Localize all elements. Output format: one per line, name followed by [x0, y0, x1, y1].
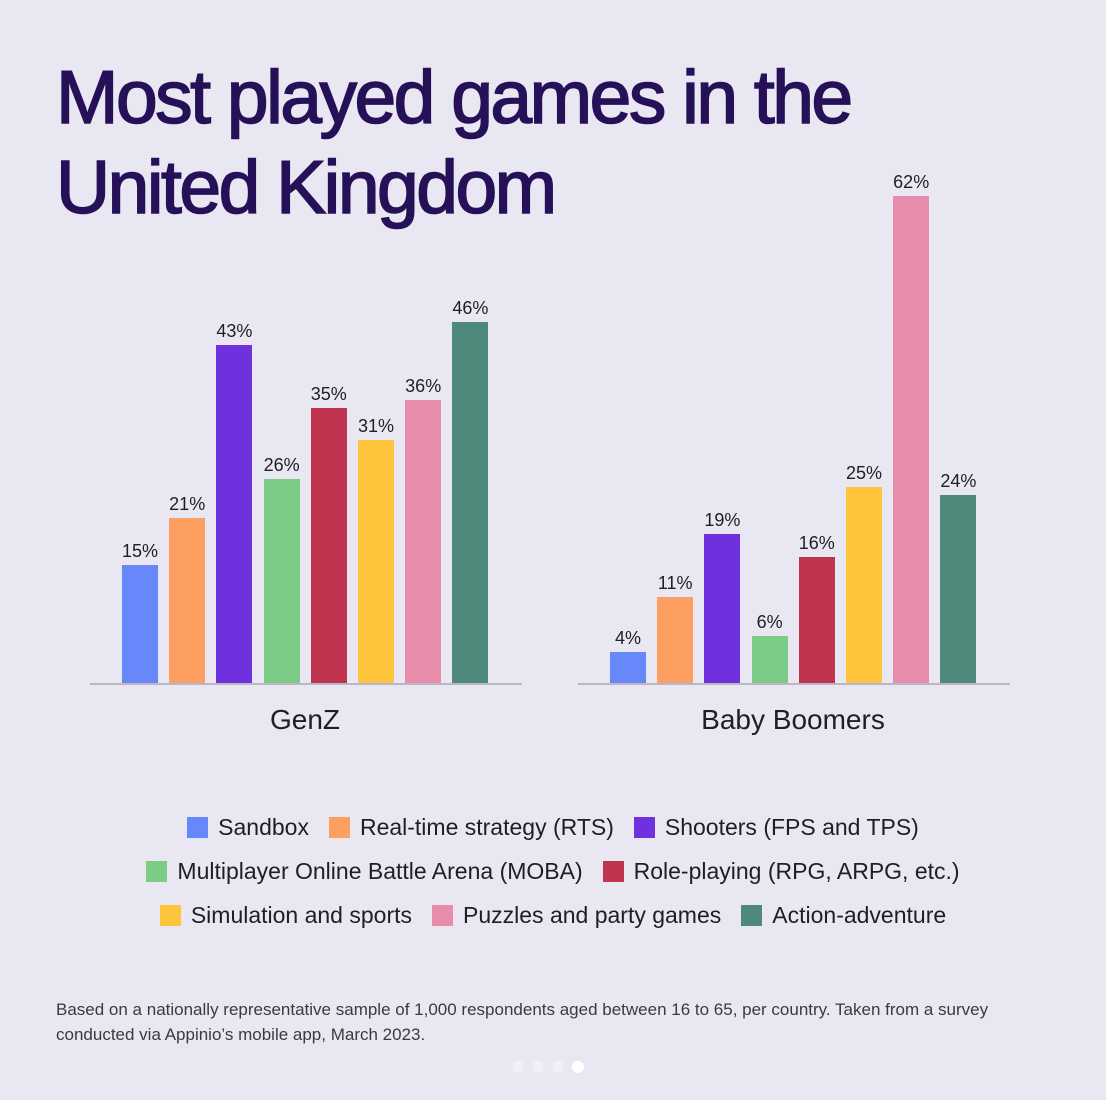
page-dot-2[interactable]: [532, 1061, 544, 1073]
legend-row: Multiplayer Online Battle Arena (MOBA) Ro…: [0, 858, 1106, 885]
legend-swatch-icon: [146, 861, 168, 882]
legend-label: Puzzles and party games: [463, 902, 722, 928]
bar-value-label: 35%: [310, 384, 347, 405]
chart-title: Most played games in the United Kingdom: [55, 52, 854, 232]
page-dot-3[interactable]: [552, 1061, 564, 1073]
bar-value-label: 25%: [845, 462, 883, 483]
category-label: Baby Boomers: [701, 704, 885, 735]
pagination-dots: [512, 1061, 592, 1073]
bar: [798, 557, 835, 683]
legend-swatch-icon: [432, 905, 454, 926]
bar: [122, 565, 158, 683]
bar: [405, 400, 442, 683]
legend-swatch-icon: [633, 817, 655, 838]
bar-value-label: 36%: [405, 376, 442, 397]
bar: [358, 439, 394, 683]
bar: [751, 635, 788, 683]
bar-value-label: 26%: [263, 454, 300, 475]
bar-value-label: 46%: [452, 297, 489, 318]
title-line-2: United Kingdom: [55, 144, 558, 230]
bar-value-label: 6%: [756, 611, 783, 632]
bar-value-label: 31%: [357, 415, 395, 436]
bar: [657, 596, 694, 683]
bar: [452, 321, 489, 683]
legend-item: Real-time strategy (RTS): [328, 814, 614, 841]
legend-swatch-icon: [159, 905, 181, 926]
bar: [846, 486, 882, 683]
bar: [704, 533, 741, 683]
bar-value-label: 62%: [893, 172, 930, 193]
bar: [216, 345, 253, 683]
legend-item: Simulation and sports: [159, 902, 413, 929]
page-dot-1[interactable]: [512, 1061, 524, 1073]
bar: [940, 494, 977, 683]
bar: [169, 518, 206, 683]
legend-item: Multiplayer Online Battle Arena (MOBA): [146, 858, 583, 885]
bar-value-label: 43%: [216, 321, 253, 342]
legend-label: Simulation and sports: [190, 902, 413, 928]
legend-item: Puzzles and party games: [432, 902, 721, 929]
legend-label: Role-playing (RPG, ARPG, etc.): [633, 858, 960, 884]
bar: [310, 408, 347, 683]
bar: [263, 478, 300, 683]
legend-row: Simulation and sports Puzzles and party g…: [0, 902, 1106, 929]
legend-item: Action-adventure: [741, 902, 946, 929]
category-label: GenZ: [269, 704, 341, 735]
legend-swatch-icon: [328, 817, 350, 838]
bar-value-label: 4%: [614, 627, 641, 648]
bar-value-label: 16%: [798, 533, 835, 554]
legend-item: Shooters (FPS and TPS): [633, 814, 919, 841]
legend-swatch-icon: [187, 817, 209, 838]
title-line-1: Most played games in the: [55, 54, 854, 140]
x-axis-line: [578, 683, 1010, 685]
bar-value-label: 11%: [657, 572, 693, 593]
legend-item: Role-playing (RPG, ARPG, etc.): [602, 858, 960, 885]
legend-swatch-icon: [602, 861, 624, 882]
bar-value-label: 21%: [169, 494, 206, 515]
legend-label: Shooters (FPS and TPS): [664, 814, 919, 840]
bar: [893, 196, 930, 683]
legend-row: Sandbox Real-time strategy (RTS) Shooters …: [0, 814, 1106, 841]
footnote: Based on a nationally representative sam…: [56, 1000, 989, 1044]
legend-swatch-icon: [741, 905, 763, 926]
legend-label: Multiplayer Online Battle Arena (MOBA): [177, 858, 583, 884]
page-dot-4[interactable]: [572, 1061, 584, 1073]
legend-item: Sandbox: [187, 814, 309, 841]
legend-label: Real-time strategy (RTS): [359, 814, 614, 840]
bar-value-label: 24%: [940, 470, 977, 491]
bar: [610, 651, 646, 683]
legend-label: Sandbox: [218, 814, 309, 840]
bar-value-label: 15%: [121, 541, 159, 562]
x-axis-line: [90, 683, 522, 685]
bar-value-label: 19%: [704, 509, 741, 530]
legend-label: Action-adventure: [772, 902, 947, 928]
